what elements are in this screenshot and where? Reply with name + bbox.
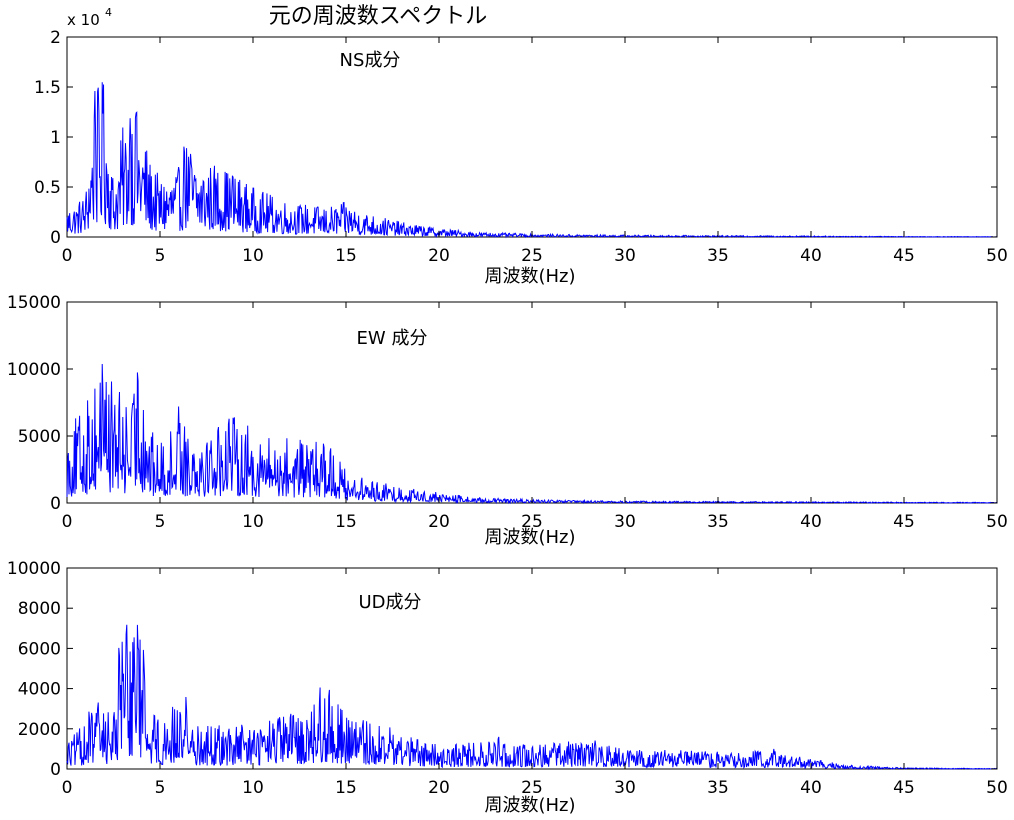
y-exponent-power: 4 [105, 6, 112, 19]
x-tick-label: 25 [521, 246, 543, 266]
figure-title: 元の周波数スペクトル [269, 4, 487, 29]
subplot-1: 0 5 10 15 20 25 30 35 40 45 50 0 0.5 1 1.5 2 x 10 4 NS成分周波… [34, 6, 1008, 287]
x-tick-label: 20 [428, 512, 450, 532]
y-tick-label: 5000 [18, 427, 61, 447]
plot-area [66, 567, 998, 770]
x-tick-label: 50 [986, 778, 1008, 798]
x-tick-label: 45 [893, 778, 915, 798]
x-tick-label: 35 [707, 512, 729, 532]
plot-area [66, 301, 998, 504]
x-tick-label: 45 [893, 246, 915, 266]
x-tick-label: 30 [614, 512, 636, 532]
x-axis-label: 周波数(Hz) [484, 266, 575, 287]
x-tick-label: 35 [707, 246, 729, 266]
x-axis-label: 周波数(Hz) [484, 795, 575, 816]
y-exponent-label: x 10 [67, 11, 100, 29]
x-tick-label: 5 [155, 246, 166, 266]
x-tick-label: 50 [986, 512, 1008, 532]
x-tick-label: 10 [242, 778, 264, 798]
subplot-3: 0 5 10 15 20 25 30 35 40 45 50 0 2000 4000 6000 8000 100… [7, 559, 1008, 816]
subplot-panels: 0 5 10 15 20 25 30 35 40 45 5000.511.52x 10 4NS成分周波… [7, 6, 1008, 816]
y-tick-label: 8000 [18, 599, 61, 619]
plot-area [66, 36, 998, 238]
y-tick-label: 1.5 [34, 78, 61, 98]
y-tick-label: 0 [50, 760, 61, 780]
y-tick-label: 2 [50, 28, 61, 48]
y-tick-label: 10000 [7, 360, 61, 380]
x-tick-label: 5 [155, 512, 166, 532]
x-tick-label: 15 [335, 246, 357, 266]
x-axis-label: 周波数(Hz) [484, 527, 575, 548]
y-tick-label: 2000 [18, 720, 61, 740]
x-tick-label: 15 [335, 512, 357, 532]
y-tick-label: 0 [50, 228, 61, 248]
y-tick-label: 4000 [18, 680, 61, 700]
component-annotation: EW 成分 [357, 328, 428, 349]
x-tick-label: 35 [707, 778, 729, 798]
spectrum-line [66, 624, 998, 771]
y-tick-label: 0.5 [34, 178, 61, 198]
y-tick-label: 10000 [7, 559, 61, 579]
subplot-2: 0 5 10 15 20 25 30 35 40 45 50 0 5000 10000 15000 EW 成分… [7, 293, 1008, 548]
x-tick-label: 25 [521, 778, 543, 798]
x-tick-label: 40 [800, 246, 822, 266]
x-tick-label: 0 [62, 778, 73, 798]
y-tick-label: 0 [50, 494, 61, 514]
x-tick-label: 40 [800, 512, 822, 532]
x-tick-label: 10 [242, 512, 264, 532]
y-tick-label: 6000 [18, 639, 61, 659]
x-tick-label: 10 [242, 246, 264, 266]
x-tick-label: 25 [521, 512, 543, 532]
component-annotation: NS成分 [340, 50, 401, 71]
x-tick-label: 20 [428, 246, 450, 266]
x-tick-label: 20 [428, 778, 450, 798]
x-tick-label: 15 [335, 778, 357, 798]
component-annotation: UD成分 [358, 592, 421, 613]
x-tick-label: 45 [893, 512, 915, 532]
x-tick-label: 50 [986, 246, 1008, 266]
x-tick-label: 5 [155, 778, 166, 798]
x-tick-label: 30 [614, 778, 636, 798]
y-tick-label: 15000 [7, 293, 61, 313]
x-tick-label: 0 [62, 512, 73, 532]
y-tick-label: 1 [50, 128, 61, 148]
x-tick-label: 0 [62, 246, 73, 266]
x-tick-label: 30 [614, 246, 636, 266]
x-tick-label: 40 [800, 778, 822, 798]
